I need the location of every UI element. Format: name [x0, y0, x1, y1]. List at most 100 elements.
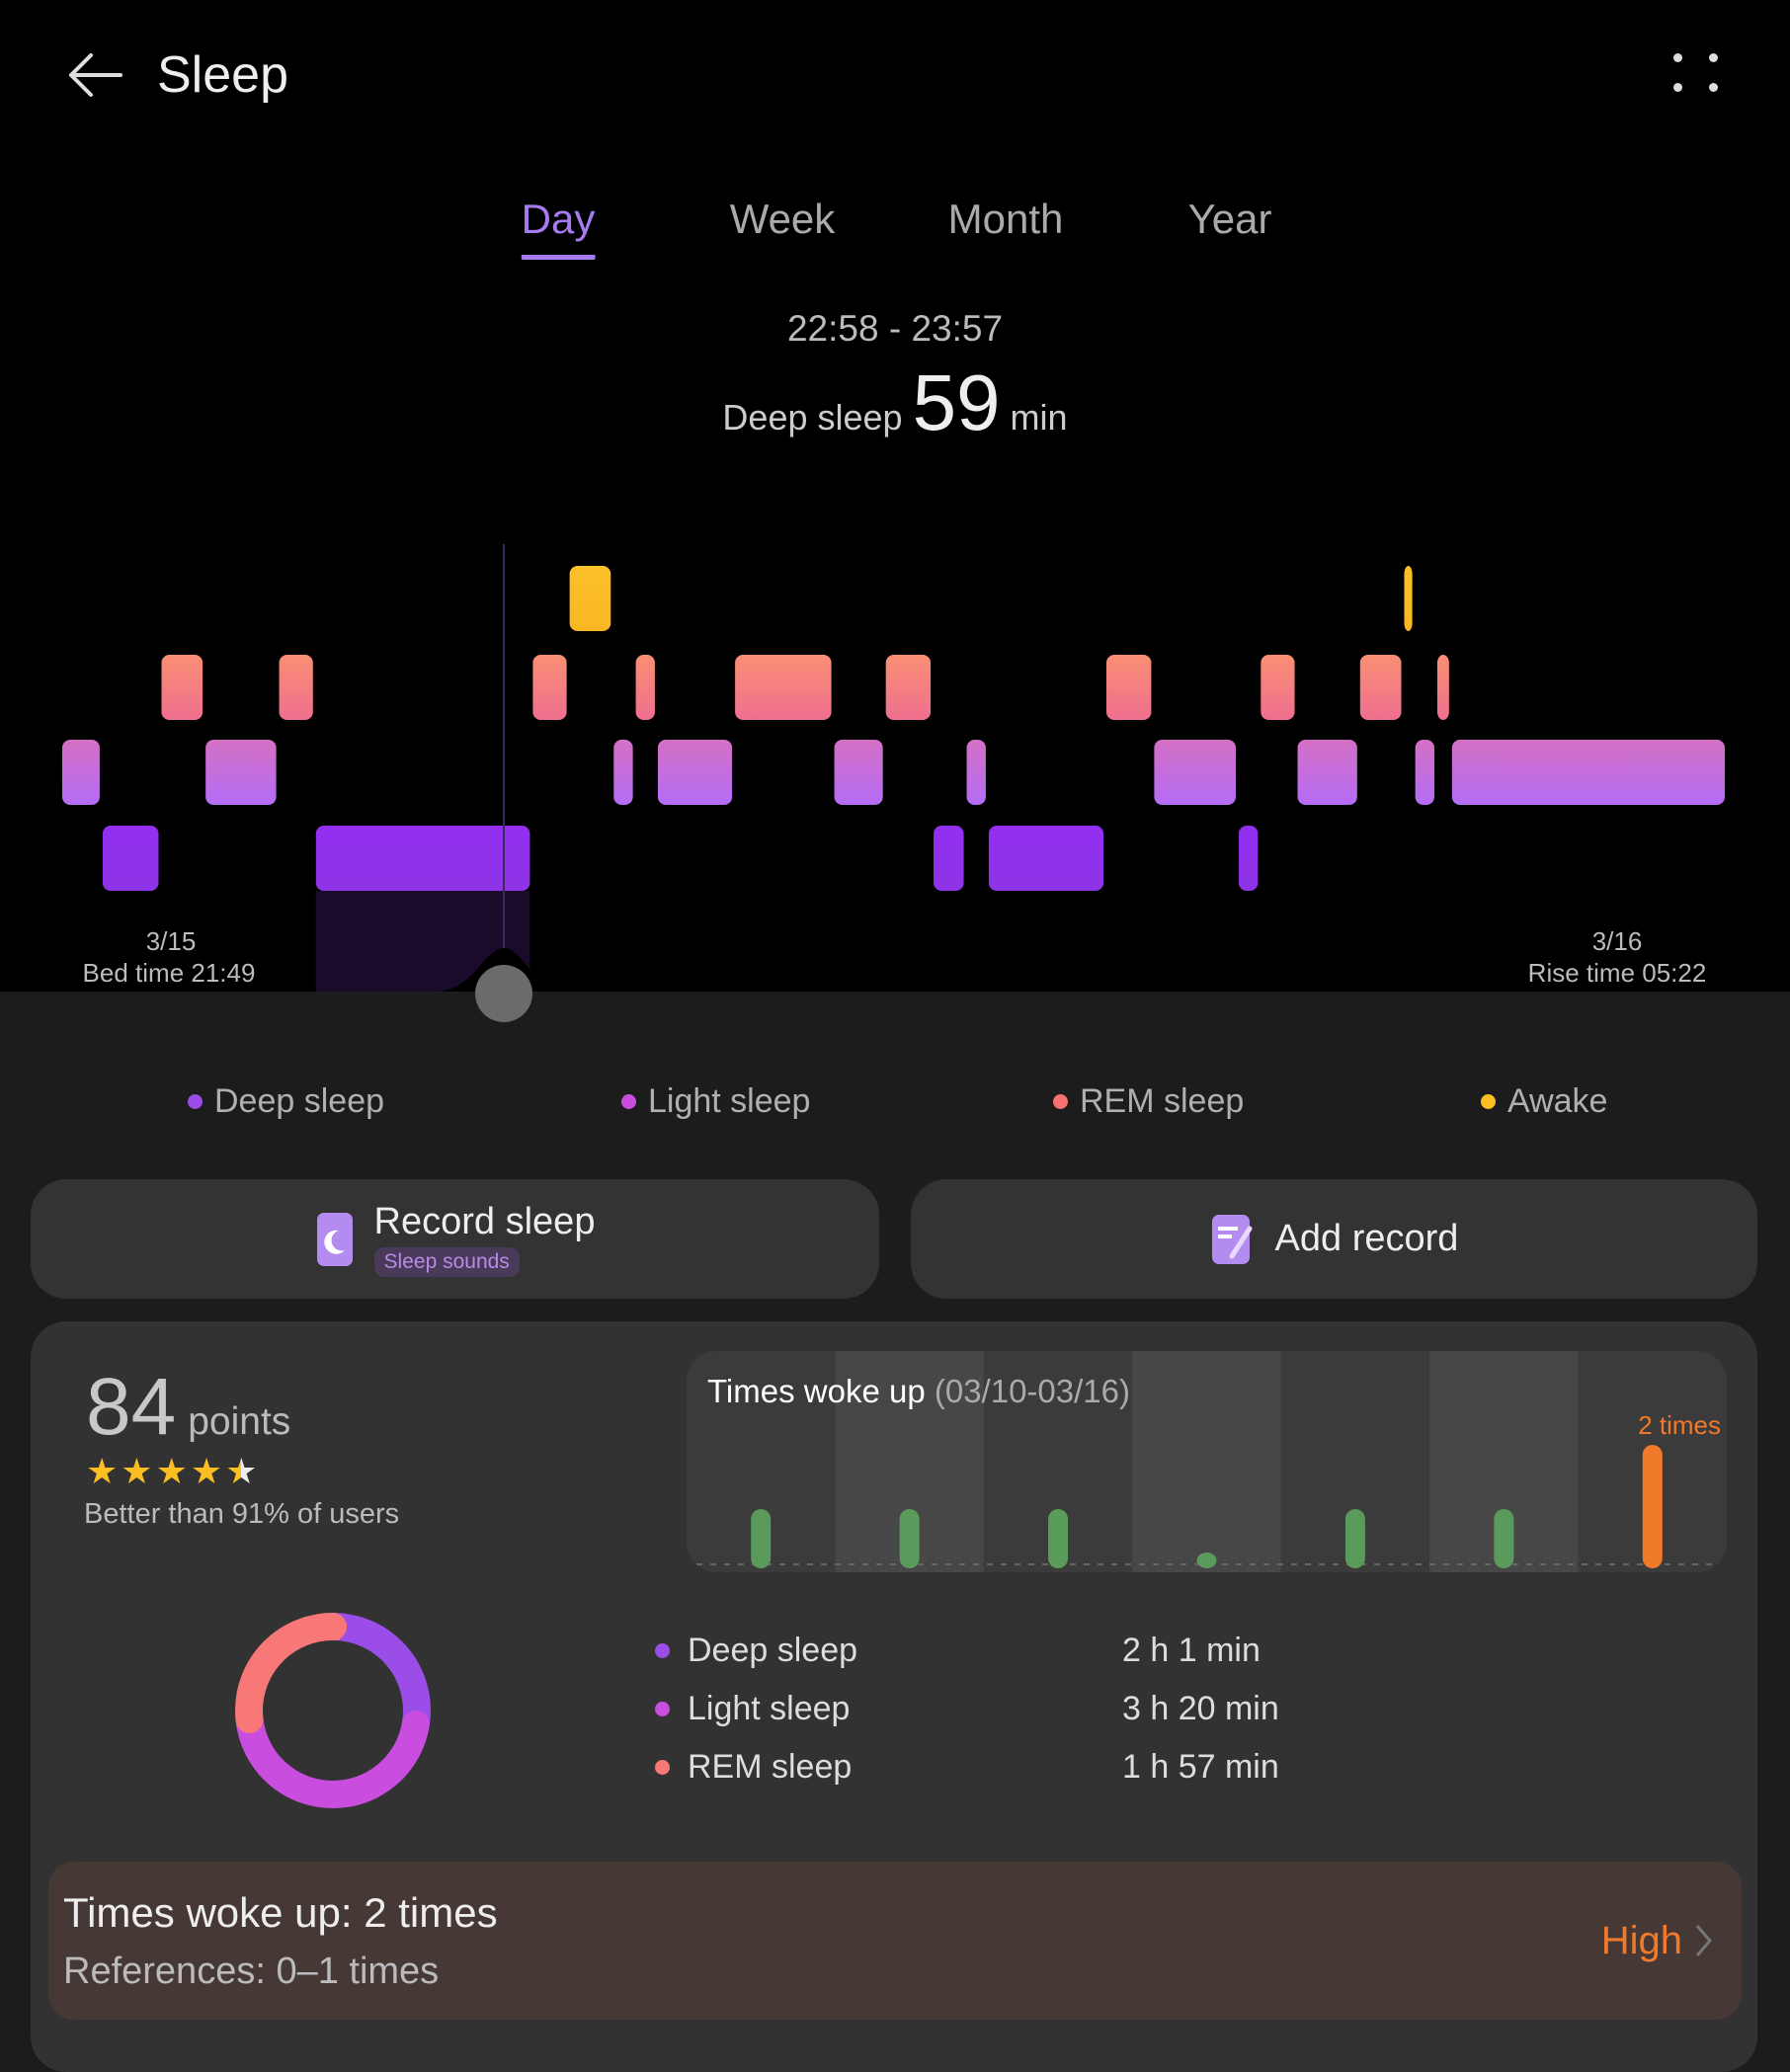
record-sleep-button[interactable]: Record sleep Sleep sounds	[31, 1179, 879, 1299]
record-sleep-label: Record sleep	[373, 1201, 596, 1242]
woke-bar[interactable]	[1196, 1553, 1217, 1568]
star-icon: ★	[121, 1451, 153, 1491]
woke-bar[interactable]	[899, 1509, 920, 1568]
legend-awake: Awake	[1481, 1082, 1607, 1121]
woke-chart-range: (03/10-03/16)	[934, 1373, 1130, 1409]
star-icon: ★	[190, 1451, 223, 1491]
legend-label: Light sleep	[648, 1082, 811, 1120]
edit-note-icon	[1211, 1214, 1253, 1264]
woke-bar[interactable]	[1048, 1509, 1069, 1568]
stage-block-light[interactable]	[966, 740, 986, 805]
legend-label: Deep sleep	[214, 1082, 385, 1120]
star-icon: ★	[86, 1451, 119, 1491]
star-icon: ★	[225, 1451, 258, 1491]
stat-label: Deep sleep	[688, 1632, 858, 1669]
sleep-sounds-badge[interactable]: Sleep sounds	[373, 1247, 520, 1277]
legend-label: Awake	[1507, 1082, 1608, 1120]
stage-block-awake[interactable]	[569, 566, 611, 631]
legend-label: REM sleep	[1080, 1082, 1245, 1120]
stage-block-light[interactable]	[62, 740, 100, 805]
woke-bar[interactable]	[1642, 1445, 1663, 1568]
more-menu-button[interactable]	[1669, 49, 1725, 99]
end-date: 3/16	[1591, 926, 1643, 956]
stage-block-light[interactable]	[834, 740, 883, 805]
tab-year[interactable]: Year	[1187, 196, 1272, 242]
woke-level-badge: High	[1600, 1919, 1682, 1962]
stage-block-deep[interactable]	[102, 826, 159, 891]
breakdown-rem: REM sleep	[655, 1748, 852, 1787]
stage-block-rem[interactable]	[279, 655, 313, 720]
breakdown-deep: Deep sleep	[655, 1632, 857, 1670]
stage-block-rem[interactable]	[1436, 655, 1449, 720]
stage-block-light[interactable]	[1451, 740, 1725, 805]
score-value: 84	[86, 1362, 177, 1452]
bed-time: Bed time 21:49	[82, 958, 256, 988]
stage-block-deep[interactable]	[934, 826, 964, 891]
hypnogram[interactable]	[0, 0, 1790, 1027]
score-comparison: Better than 91% of users	[84, 1498, 400, 1530]
day-column	[1132, 1351, 1281, 1572]
stage-block-light[interactable]	[205, 740, 277, 805]
scrubber-handle[interactable]	[475, 965, 532, 1022]
stage-block-light[interactable]	[1415, 740, 1434, 805]
legend-deep: Deep sleep	[188, 1082, 384, 1121]
stage-block-deep[interactable]	[988, 826, 1104, 891]
stage-block-deep[interactable]	[315, 826, 530, 891]
legend-dot	[1053, 1094, 1068, 1109]
tab-month[interactable]: Month	[947, 196, 1064, 242]
sleep-chart-area	[0, 0, 1790, 992]
stage-block-rem[interactable]	[161, 655, 203, 720]
donut-segment	[235, 1613, 431, 1808]
breakdown-rem-value: 1 h 57 min	[1122, 1748, 1279, 1786]
stage-block-light[interactable]	[613, 740, 633, 805]
breakdown-light-value: 3 h 20 min	[1122, 1690, 1279, 1727]
star-rating: ★ ★ ★ ★ ★	[86, 1454, 257, 1489]
start-date: 3/15	[145, 926, 197, 956]
legend-rem: REM sleep	[1053, 1082, 1244, 1121]
back-button[interactable]	[65, 49, 124, 101]
moon-phone-icon	[316, 1212, 353, 1266]
stage-duration: 59	[912, 359, 1001, 446]
selected-stage-summary: Deep sleep 59 min	[0, 358, 1790, 448]
stage-block-awake[interactable]	[1404, 566, 1413, 631]
stage-block-rem[interactable]	[1261, 655, 1295, 720]
legend-dot	[621, 1094, 636, 1109]
legend-dot	[188, 1094, 203, 1109]
stage-block-rem[interactable]	[885, 655, 932, 720]
woke-summary-reference: References: 0–1 times	[63, 1951, 440, 1992]
stat-dot	[655, 1702, 670, 1716]
tab-week[interactable]: Week	[729, 196, 836, 242]
woke-up-summary[interactable]: Times woke up: 2 times References: 0–1 t…	[48, 1862, 1742, 2020]
woke-highlight-label: 2 times	[1638, 1410, 1721, 1440]
stat-dot	[655, 1643, 670, 1658]
stage-block-light[interactable]	[1154, 740, 1236, 805]
sleep-score: 84 points	[86, 1361, 290, 1454]
score-unit: points	[188, 1400, 291, 1443]
chevron-right-icon	[1695, 1925, 1712, 1956]
stage-block-rem[interactable]	[532, 655, 567, 720]
page-title: Sleep	[157, 46, 288, 104]
woke-bar[interactable]	[751, 1509, 772, 1568]
duration-unit: min	[1010, 397, 1068, 438]
stage-block-deep[interactable]	[1238, 826, 1259, 891]
stage-block-rem[interactable]	[1106, 655, 1152, 720]
stage-block-rem[interactable]	[735, 655, 832, 720]
stat-dot	[655, 1760, 670, 1775]
stage-block-rem[interactable]	[635, 655, 655, 720]
woke-up-chart[interactable]: Times woke up (03/10-03/16) 2 times	[687, 1351, 1727, 1572]
stage-block-light[interactable]	[657, 740, 733, 805]
stage-block-rem[interactable]	[1359, 655, 1402, 720]
add-record-button[interactable]: Add record	[911, 1179, 1757, 1299]
legend-dot	[1481, 1094, 1496, 1109]
woke-bar[interactable]	[1344, 1509, 1365, 1568]
woke-chart-title-text: Times woke up	[707, 1373, 926, 1409]
stat-label: Light sleep	[688, 1690, 851, 1727]
woke-bar[interactable]	[1494, 1509, 1514, 1568]
stage-block-light[interactable]	[1297, 740, 1357, 805]
breakdown-deep-value: 2 h 1 min	[1122, 1632, 1261, 1669]
arrow-left-icon	[69, 53, 122, 97]
tab-day[interactable]: Day	[521, 196, 596, 260]
sleep-stage-donut	[235, 1613, 431, 1808]
stat-label: REM sleep	[688, 1748, 853, 1786]
selected-time-range: 22:58 - 23:57	[786, 308, 1004, 349]
